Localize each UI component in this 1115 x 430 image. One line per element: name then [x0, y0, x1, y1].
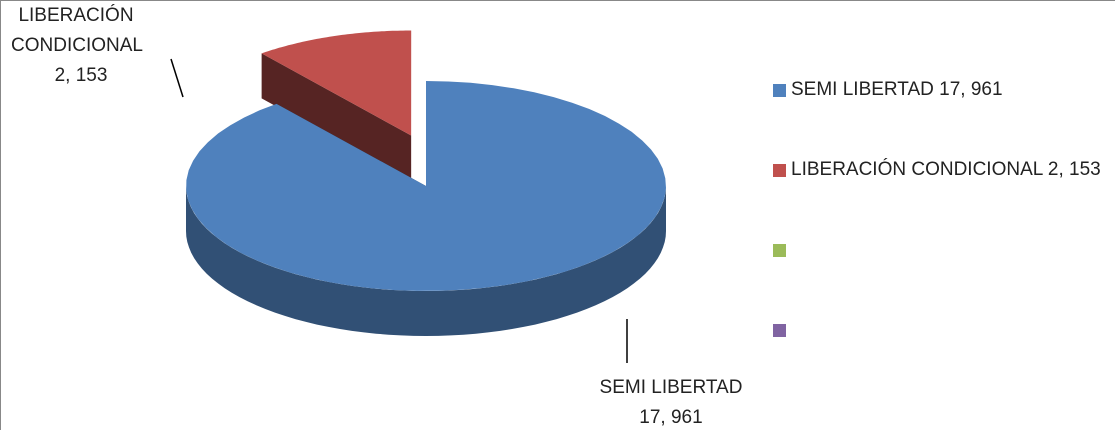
- slice-top: [186, 81, 666, 291]
- legend-swatch: [773, 164, 786, 177]
- legend-item: [773, 235, 1108, 315]
- slice: [261, 30, 412, 181]
- data-label: LIBERACIÓN CONDICIONAL 2, 153: [11, 5, 143, 86]
- legend-swatch: [773, 244, 786, 257]
- legend-swatch: [773, 324, 786, 337]
- legend-label: SEMI LIBERTAD: [791, 79, 934, 100]
- data-label-value: 2, 153: [54, 65, 108, 86]
- legend-value: 17, 961: [939, 79, 1003, 100]
- legend-swatch: [773, 84, 786, 97]
- leader-line: [170, 58, 184, 98]
- slice-side: [186, 186, 666, 336]
- slice-top: [261, 30, 412, 136]
- legend-item: [773, 315, 1108, 395]
- legend-text: LIBERACIÓN CONDICIONAL 2, 153: [791, 155, 1101, 185]
- slice: [186, 81, 666, 336]
- legend-item: LIBERACIÓN CONDICIONAL 2, 153: [773, 155, 1108, 235]
- slice-wall: [261, 53, 412, 181]
- data-label-name: SEMI LIBERTAD: [600, 377, 743, 398]
- data-label-value: 17, 961: [639, 407, 702, 428]
- data-label: SEMI LIBERTAD 17, 961: [600, 377, 743, 428]
- legend-label: LIBERACIÓN CONDICIONAL: [791, 159, 1043, 180]
- legend-text: SEMI LIBERTAD 17, 961: [791, 75, 1003, 105]
- legend: SEMI LIBERTAD 17, 961 LIBERACIÓN CONDICIO…: [773, 75, 1108, 395]
- legend-value: 2, 153: [1047, 159, 1101, 180]
- data-label-name: LIBERACIÓN CONDICIONAL: [11, 5, 143, 56]
- legend-item: SEMI LIBERTAD 17, 961: [773, 75, 1108, 155]
